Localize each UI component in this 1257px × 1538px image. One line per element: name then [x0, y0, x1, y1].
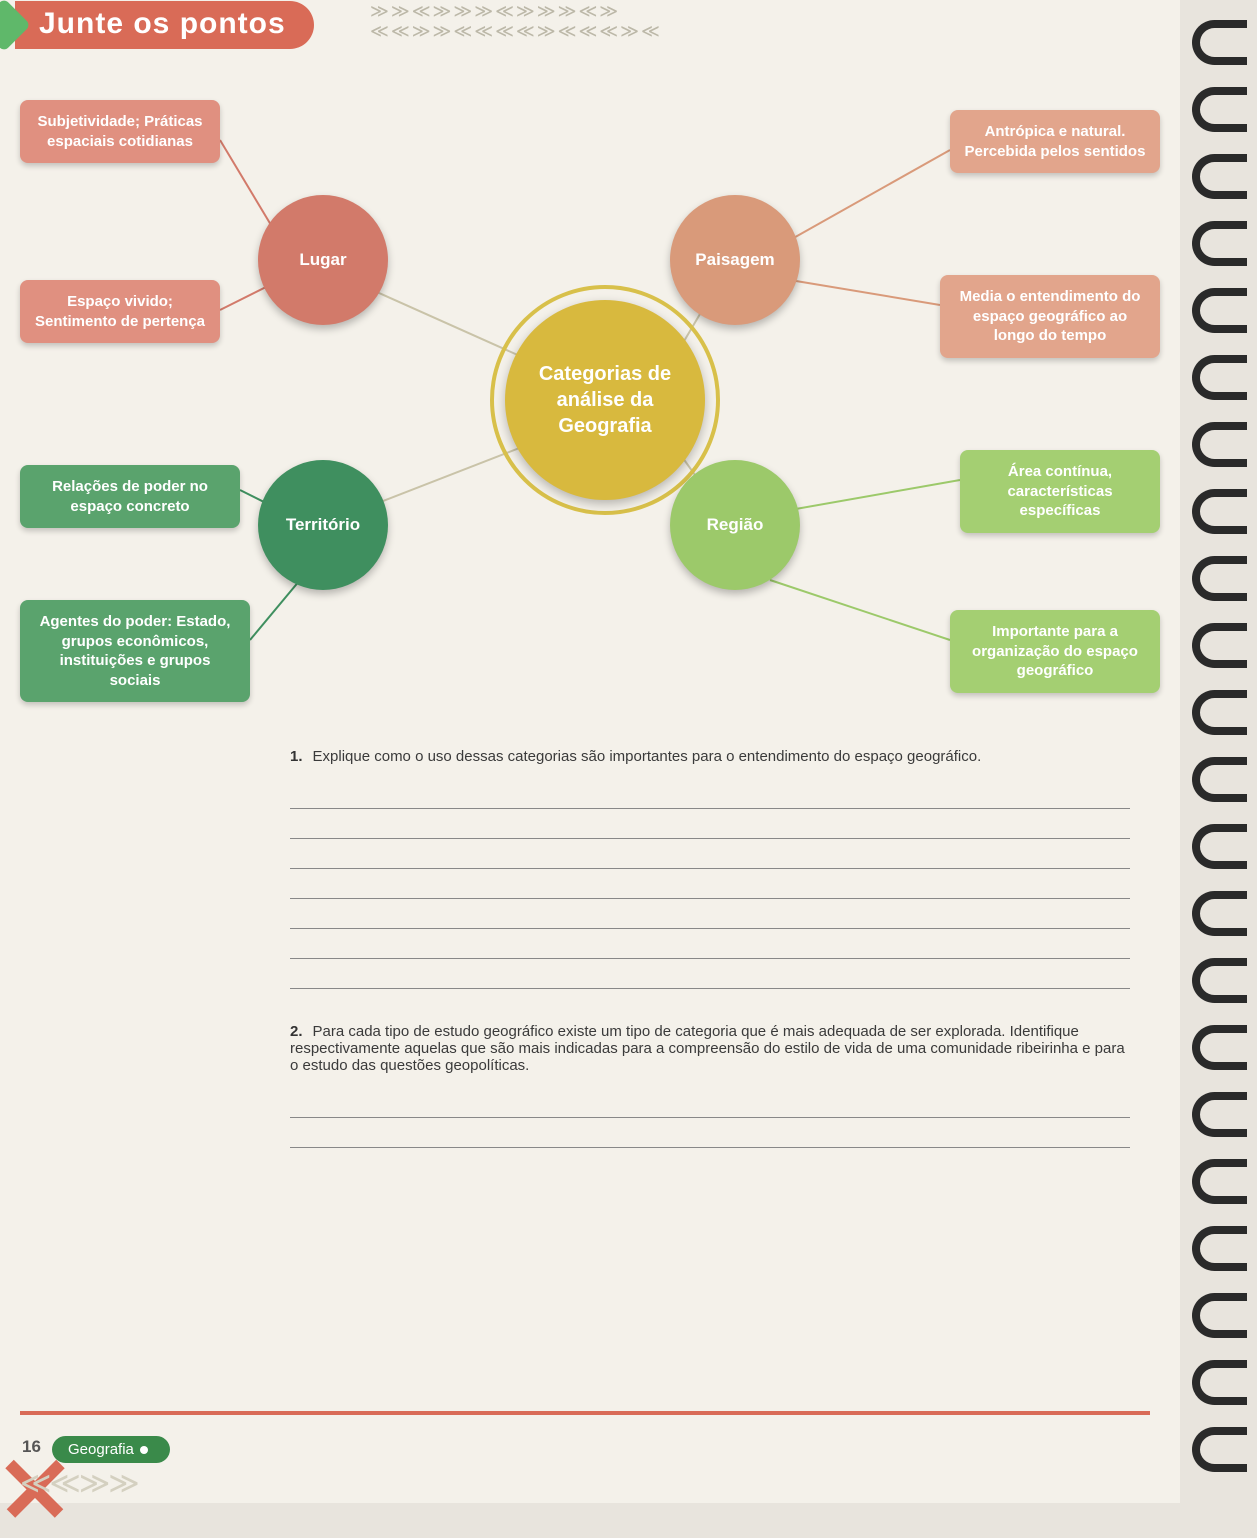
- spiral-ring: [1192, 1360, 1247, 1405]
- leaf-text: Área contínua, características específic…: [1007, 463, 1112, 519]
- spiral-ring: [1192, 690, 1247, 735]
- leaf-box-regiao: Área contínua, características específic…: [960, 450, 1160, 533]
- center-node: Categorias de análise da Geografia: [505, 300, 705, 500]
- answer-line[interactable]: [290, 869, 1130, 899]
- leaf-text: Agentes do poder: Estado, grupos econômi…: [40, 613, 231, 689]
- edge-line: [790, 480, 960, 510]
- leaf-text: Espaço vivido; Sentimento de pertença: [35, 293, 205, 330]
- question: 2.Para cada tipo de estudo geográfico ex…: [290, 1023, 1130, 1148]
- leaf-box-territorio: Relações de poder no espaço concreto: [20, 465, 240, 528]
- page: Junte os pontos ≫≫≪≫≫≫≪≫≫≫≪≫ ≪≪≫≫≪≪≪≪≫≪≪…: [0, 0, 1180, 1503]
- answer-line[interactable]: [290, 899, 1130, 929]
- edge-line: [770, 580, 950, 640]
- category-label: Lugar: [299, 250, 346, 270]
- leaf-box-paisagem: Antrópica e natural. Percebida pelos sen…: [950, 110, 1160, 173]
- subject-tab: Geografia: [52, 1436, 170, 1463]
- leaf-text: Subjetividade; Práticas espaciais cotidi…: [37, 113, 202, 150]
- section-title: Junte os pontos: [15, 1, 314, 49]
- answer-line[interactable]: [290, 1118, 1130, 1148]
- spiral-ring: [1192, 20, 1247, 65]
- spiral-binding: [1180, 0, 1257, 1503]
- answer-lines: [290, 779, 1130, 989]
- spiral-ring: [1192, 87, 1247, 132]
- spiral-ring: [1192, 556, 1247, 601]
- spiral-ring: [1192, 1159, 1247, 1204]
- category-node-regiao: Região: [670, 460, 800, 590]
- edge-line: [790, 280, 940, 305]
- question-number: 1.: [290, 748, 303, 765]
- leaf-box-regiao: Importante para a organização do espaço …: [950, 610, 1160, 693]
- center-label: Categorias de análise da Geografia: [515, 361, 695, 439]
- mindmap-diagram: Categorias de análise da Geografia Lugar…: [20, 80, 1160, 730]
- edge-line: [250, 580, 300, 640]
- spiral-ring: [1192, 355, 1247, 400]
- spiral-ring: [1192, 422, 1247, 467]
- footer-pattern: ≪≪≫≫: [20, 1466, 138, 1503]
- answer-lines: [290, 1088, 1130, 1148]
- leaf-box-lugar: Subjetividade; Práticas espaciais cotidi…: [20, 100, 220, 163]
- dot-icon: [140, 1446, 148, 1454]
- leaf-box-territorio: Agentes do poder: Estado, grupos econômi…: [20, 600, 250, 702]
- subject-label: Geografia: [68, 1441, 134, 1458]
- leaf-text: Relações de poder no espaço concreto: [52, 478, 208, 515]
- question-text: Explique como o uso dessas categorias sã…: [313, 748, 982, 765]
- footer-rule: [20, 1411, 1150, 1415]
- leaf-box-paisagem: Media o entendimento do espaço geográfic…: [940, 275, 1160, 358]
- spiral-ring: [1192, 1226, 1247, 1271]
- questions-block: 1. Explique como o uso dessas categorias …: [290, 748, 1130, 1182]
- answer-line[interactable]: [290, 839, 1130, 869]
- leaf-text: Antrópica e natural. Percebida pelos sen…: [965, 123, 1146, 160]
- question-text: Para cada tipo de estudo geográfico exis…: [290, 1023, 1125, 1074]
- category-label: Região: [707, 515, 764, 535]
- spiral-ring: [1192, 489, 1247, 534]
- section-header: Junte os pontos: [0, 0, 314, 50]
- spiral-ring: [1192, 891, 1247, 936]
- pattern-row: ≫≫≪≫≫≫≪≫≫≫≪≫: [370, 4, 662, 24]
- header-pattern: ≫≫≪≫≫≫≪≫≫≫≪≫ ≪≪≫≫≪≪≪≪≫≪≪≪≫≪: [370, 4, 662, 44]
- spiral-ring: [1192, 1427, 1247, 1472]
- spiral-ring: [1192, 824, 1247, 869]
- answer-line[interactable]: [290, 809, 1130, 839]
- category-node-lugar: Lugar: [258, 195, 388, 325]
- spiral-ring: [1192, 958, 1247, 1003]
- spiral-ring: [1192, 154, 1247, 199]
- leaf-text: Media o entendimento do espaço geográfic…: [960, 288, 1141, 344]
- answer-line[interactable]: [290, 959, 1130, 989]
- leaf-box-lugar: Espaço vivido; Sentimento de pertença: [20, 280, 220, 343]
- pattern-row: ≪≪≫≫≪≪≪≪≫≪≪≪≫≪: [370, 24, 662, 44]
- spiral-ring: [1192, 288, 1247, 333]
- spiral-ring: [1192, 1092, 1247, 1137]
- spiral-ring: [1192, 623, 1247, 668]
- answer-line[interactable]: [290, 1088, 1130, 1118]
- category-node-territorio: Território: [258, 460, 388, 590]
- answer-line[interactable]: [290, 779, 1130, 809]
- question: 1. Explique como o uso dessas categorias …: [290, 748, 1130, 989]
- spiral-ring: [1192, 221, 1247, 266]
- category-label: Paisagem: [695, 250, 774, 270]
- question-number: 2.: [290, 1023, 303, 1040]
- edge-line: [790, 150, 950, 240]
- spiral-ring: [1192, 1025, 1247, 1070]
- spiral-ring: [1192, 1293, 1247, 1338]
- leaf-text: Importante para a organização do espaço …: [972, 623, 1138, 679]
- spiral-ring: [1192, 757, 1247, 802]
- answer-line[interactable]: [290, 929, 1130, 959]
- category-node-paisagem: Paisagem: [670, 195, 800, 325]
- category-label: Território: [286, 515, 360, 535]
